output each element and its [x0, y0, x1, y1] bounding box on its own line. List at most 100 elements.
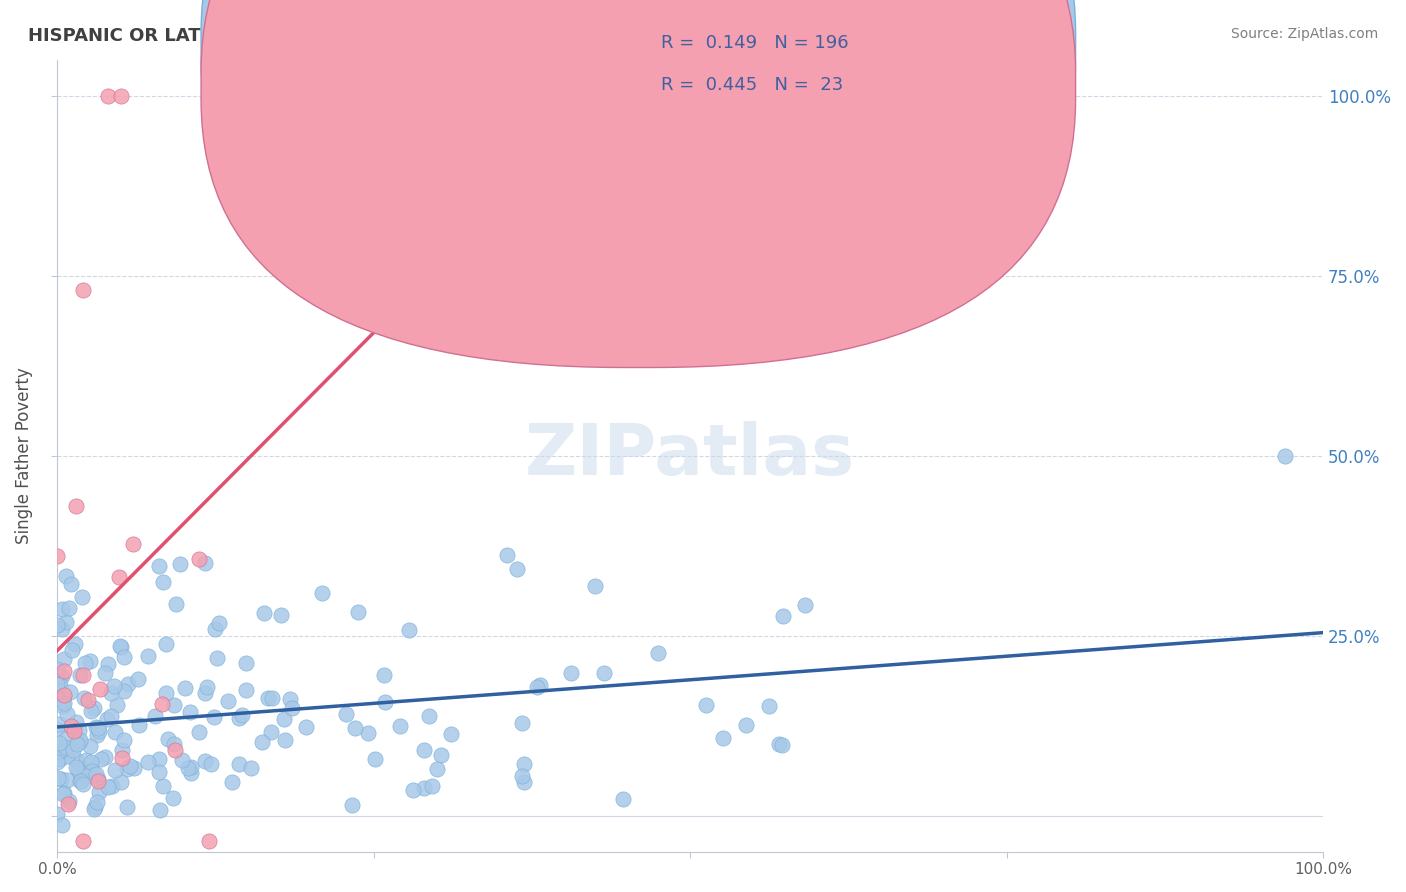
Point — [63, 724, 86, 739]
Point — [79, 739, 101, 753]
Point — [82, 764, 104, 778]
Point — [52, 699, 75, 714]
Point — [46, 662, 69, 676]
Point — [440, 727, 463, 741]
Point — [58, 794, 80, 808]
Point — [66, 764, 89, 778]
Point — [204, 622, 226, 636]
Point — [188, 724, 211, 739]
Point — [235, 657, 257, 671]
Point — [48, 745, 70, 759]
Point — [52, 692, 75, 706]
Point — [240, 761, 263, 775]
Point — [94, 750, 117, 764]
Point — [155, 637, 177, 651]
Point — [76, 753, 98, 767]
Point — [202, 709, 225, 723]
Point — [510, 715, 533, 730]
Point — [343, 721, 366, 735]
Point — [51, 669, 73, 683]
Point — [69, 773, 91, 788]
Point — [711, 731, 734, 746]
Point — [46, 807, 69, 822]
Point — [770, 738, 793, 752]
Point — [335, 706, 357, 721]
Point — [89, 681, 111, 696]
Point — [87, 721, 110, 735]
Point — [111, 751, 134, 765]
Point — [72, 777, 94, 791]
Point — [55, 731, 77, 746]
Point — [46, 549, 69, 563]
Point — [108, 639, 131, 653]
Point — [221, 775, 243, 789]
Point — [55, 739, 77, 754]
Text: ZIPatlas: ZIPatlas — [526, 421, 855, 490]
Text: R =  0.149   N = 196: R = 0.149 N = 196 — [661, 34, 848, 52]
Point — [60, 719, 83, 733]
Point — [162, 791, 184, 805]
Point — [108, 570, 131, 584]
Point — [59, 576, 82, 591]
Point — [65, 760, 87, 774]
Point — [152, 780, 174, 794]
Point — [112, 649, 135, 664]
Point — [163, 737, 186, 751]
Point — [83, 802, 105, 816]
Point — [1274, 449, 1296, 463]
Point — [496, 549, 519, 563]
Point — [51, 817, 73, 831]
Point — [79, 654, 101, 668]
Point — [198, 834, 221, 848]
Point — [148, 752, 170, 766]
Point — [136, 755, 159, 769]
Point — [180, 760, 202, 774]
Point — [111, 743, 134, 757]
Point — [69, 774, 91, 789]
Point — [156, 731, 179, 746]
Point — [56, 749, 79, 764]
Point — [205, 651, 228, 665]
Point — [46, 677, 69, 691]
Point — [51, 772, 73, 786]
Point — [138, 648, 160, 663]
Point — [398, 623, 420, 637]
Point — [46, 691, 69, 706]
Point — [155, 686, 177, 700]
Point — [65, 753, 87, 767]
Point — [110, 640, 132, 654]
Point — [195, 680, 218, 694]
Point — [84, 720, 107, 734]
Point — [97, 88, 120, 103]
Point — [97, 780, 120, 795]
Point — [72, 668, 94, 682]
Point — [228, 757, 250, 772]
Point — [105, 698, 128, 712]
Point — [734, 718, 756, 732]
Point — [84, 767, 107, 781]
Point — [128, 718, 150, 732]
Point — [46, 755, 69, 769]
Point — [357, 726, 380, 740]
Point — [235, 683, 257, 698]
Point — [583, 579, 606, 593]
Point — [103, 680, 125, 694]
Point — [83, 799, 105, 814]
Point — [194, 557, 217, 571]
Point — [208, 615, 231, 630]
Point — [402, 783, 425, 797]
Point — [49, 751, 72, 765]
Point — [115, 762, 138, 776]
Point — [273, 713, 295, 727]
Point — [110, 88, 132, 103]
Point — [148, 558, 170, 573]
Point — [63, 637, 86, 651]
Point — [52, 787, 75, 801]
Point — [145, 708, 167, 723]
Point — [48, 717, 70, 731]
Point — [793, 598, 815, 612]
Point — [194, 754, 217, 768]
Point — [281, 700, 304, 714]
Point — [374, 695, 396, 709]
Point — [169, 558, 191, 572]
